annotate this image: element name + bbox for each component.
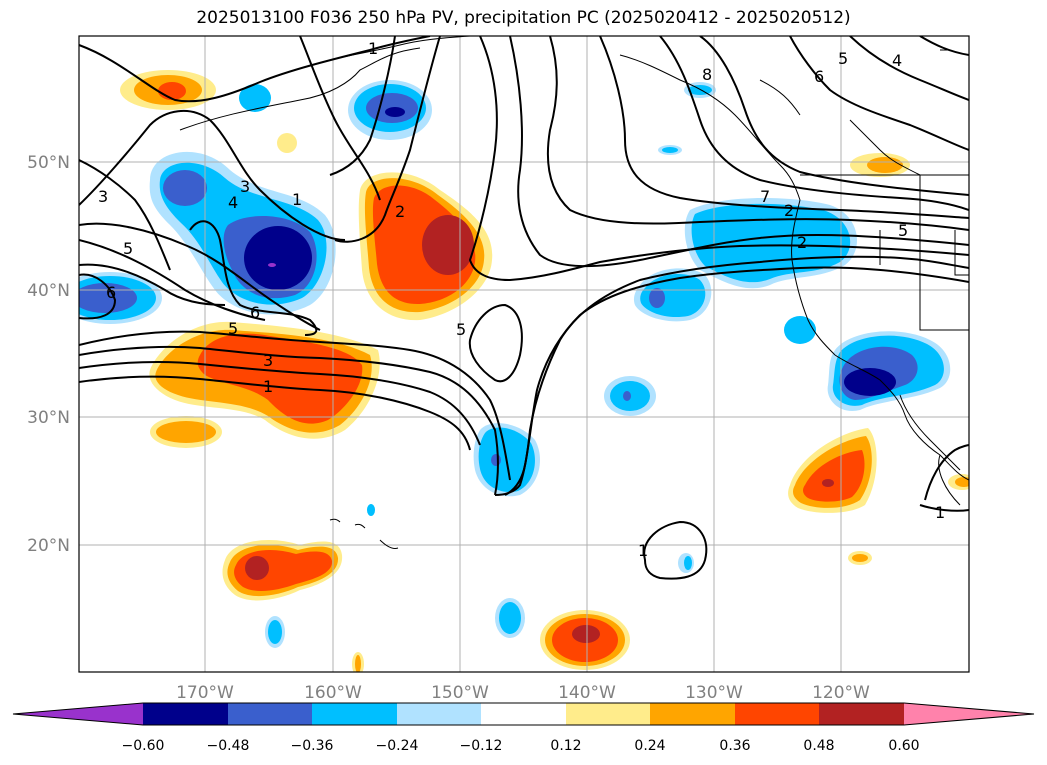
map-frame [78, 35, 970, 673]
coastlines [179, 36, 969, 549]
contour-label: 6 [250, 303, 260, 322]
contour-label: 3 [263, 351, 273, 370]
contour-label: 2 [797, 233, 807, 252]
colorbar-segment [397, 703, 481, 725]
contour-label: 4 [892, 51, 902, 70]
precip-positive-blob [277, 133, 297, 153]
precip-positive-blob [245, 556, 269, 580]
precip-negative-blob [367, 504, 375, 516]
contour-label: 2 [395, 202, 405, 221]
contour-label: 1 [935, 503, 945, 522]
lat-label: 30°N [27, 408, 70, 428]
precip-positive-blob [852, 554, 868, 562]
colorbar: −0.60 −0.48 −0.36 −0.24 −0.12 0.12 0.24 … [12, 702, 1035, 754]
contour-label: 5 [123, 239, 133, 258]
pv-contours [79, 36, 969, 580]
precip-negative-blob [691, 203, 851, 283]
colorbar-tick-label: −0.60 [122, 738, 165, 754]
contour-label: 1 [368, 39, 378, 58]
contour-label: 5 [228, 319, 238, 338]
colorbar-tick-label: 0.60 [888, 738, 919, 754]
colorbar-segment [819, 703, 904, 725]
contour-label: 1 [638, 541, 648, 560]
lat-label: 20°N [27, 536, 70, 556]
colorbar-segment [650, 703, 735, 725]
precip-positive-blob [867, 157, 903, 173]
lon-labels: 170°W 160°W 150°W 140°W 130°W 120°W [176, 683, 870, 703]
precip-negative-blob [79, 283, 137, 313]
lon-label: 160°W [304, 683, 362, 703]
precip-positive-blob [422, 215, 474, 275]
gridlines [79, 36, 969, 672]
colorbar-segment [566, 703, 650, 725]
precip-negative-blob [268, 620, 282, 644]
precip-positive-blob [158, 82, 186, 100]
precip-negative-blob [784, 316, 816, 344]
colorbar-segment [228, 703, 312, 725]
contour-label: 3 [98, 187, 108, 206]
lon-label: 150°W [431, 683, 489, 703]
colorbar-tick-label: −0.24 [376, 738, 419, 754]
lon-label: 120°W [812, 683, 870, 703]
lat-label: 50°N [27, 153, 70, 173]
colorbar-tick-label: −0.12 [460, 738, 503, 754]
precip-positive-blob [197, 333, 363, 424]
contour-label: 8 [702, 65, 712, 84]
precip-negative-blob [684, 556, 692, 570]
lon-label: 170°W [176, 683, 234, 703]
colorbar-segment [143, 703, 228, 725]
colorbar-tick-label: 0.12 [550, 738, 581, 754]
colorbar-tick-label: 0.24 [634, 738, 665, 754]
precip-negative-blob [244, 226, 312, 290]
precip-positive-blob [572, 625, 600, 643]
contour-label: 5 [838, 49, 848, 68]
lat-labels: 50°N 40°N 30°N 20°N [27, 153, 70, 556]
contour-label: 1 [263, 377, 273, 396]
precip-positive-blob [156, 421, 216, 443]
contour-label: 3 [240, 177, 250, 196]
precip-negative-blob [649, 288, 665, 308]
contour-label: 7 [760, 187, 770, 206]
precip-negative-blob [491, 454, 501, 466]
precip-negative-blob [623, 391, 631, 401]
precip-positive-blob [955, 477, 969, 487]
chart-title: 2025013100 F036 250 hPa PV, precipitatio… [196, 8, 851, 28]
contour-label: 6 [814, 67, 824, 86]
precip-positive-blob [355, 655, 361, 672]
lon-label: 140°W [558, 683, 616, 703]
precip-negative-blob [268, 263, 276, 267]
precip-negative-blob [239, 84, 271, 112]
colorbar-tick-label: −0.36 [291, 738, 334, 754]
precip-positive-blob [822, 479, 834, 487]
precip-negative-blob [499, 602, 521, 634]
colorbar-tick-label: 0.48 [803, 738, 834, 754]
contour-label: 6 [106, 283, 116, 302]
colorbar-segment [312, 703, 397, 725]
colorbar-tick-label: 0.36 [719, 738, 750, 754]
colorbar-extend-min [13, 703, 143, 725]
lat-label: 40°N [27, 281, 70, 301]
precip-negative-blob [662, 147, 678, 153]
contour-label: 1 [292, 190, 302, 209]
lon-label: 130°W [685, 683, 743, 703]
colorbar-segment [735, 703, 819, 725]
colorbar-segment [481, 703, 566, 725]
precip-negative-blob [385, 107, 405, 117]
contour-label: 5 [898, 221, 908, 240]
precip-positive-blob [803, 450, 865, 502]
contour-label: 2 [784, 201, 794, 220]
contour-labels: 1 1 1 1 1 2 2 3 3 3 4 4 5 5 5 5 5 6 6 6 … [98, 39, 945, 560]
colorbar-extend-max [904, 703, 1034, 725]
precip-negative-blob [163, 170, 207, 206]
map-area: 1 1 1 1 1 2 2 3 3 3 4 4 5 5 5 5 5 6 6 6 … [79, 36, 969, 672]
colorbar-tick-label: −0.48 [207, 738, 250, 754]
contour-label: 5 [456, 320, 466, 339]
colorbar-ticks: −0.60 −0.48 −0.36 −0.24 −0.12 0.12 0.24 … [122, 738, 920, 754]
colorbar-outline [12, 702, 1035, 726]
precip-negative-blob [844, 368, 896, 396]
contour-label: 4 [228, 193, 238, 212]
